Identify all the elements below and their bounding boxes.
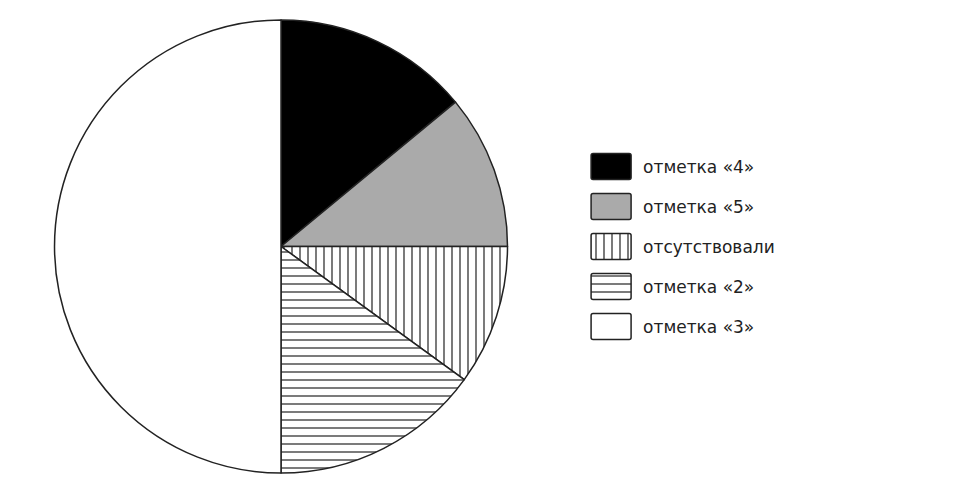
legend-swatch: [591, 194, 631, 220]
legend-label: отметка «4»: [643, 157, 754, 177]
chart-svg: отметка «4» отметка «5» отсутствовали отмет…: [0, 0, 969, 493]
pie-slice: отметка «2»: [281, 247, 464, 474]
legend-swatch: [591, 234, 631, 260]
legend-swatch: [591, 274, 631, 300]
legend: отметка «4» отметка «5» отсутствовали отмет…: [591, 154, 775, 340]
legend-label: отметка «2»: [643, 277, 754, 297]
legend-swatch: [591, 314, 631, 340]
pie: отметка «4»отметка «5»отсутствовалиотмет…: [55, 20, 508, 473]
chart-container: отметка «4» отметка «5» отсутствовали отмет…: [0, 0, 969, 493]
legend-label: отсутствовали: [643, 237, 775, 257]
legend-label: отметка «3»: [643, 317, 754, 337]
legend-label: отметка «5»: [643, 197, 754, 217]
pie-slice: отметка «5»: [281, 102, 508, 246]
legend-swatch: [591, 154, 631, 180]
pie-slice: отметка «3»: [55, 20, 282, 473]
